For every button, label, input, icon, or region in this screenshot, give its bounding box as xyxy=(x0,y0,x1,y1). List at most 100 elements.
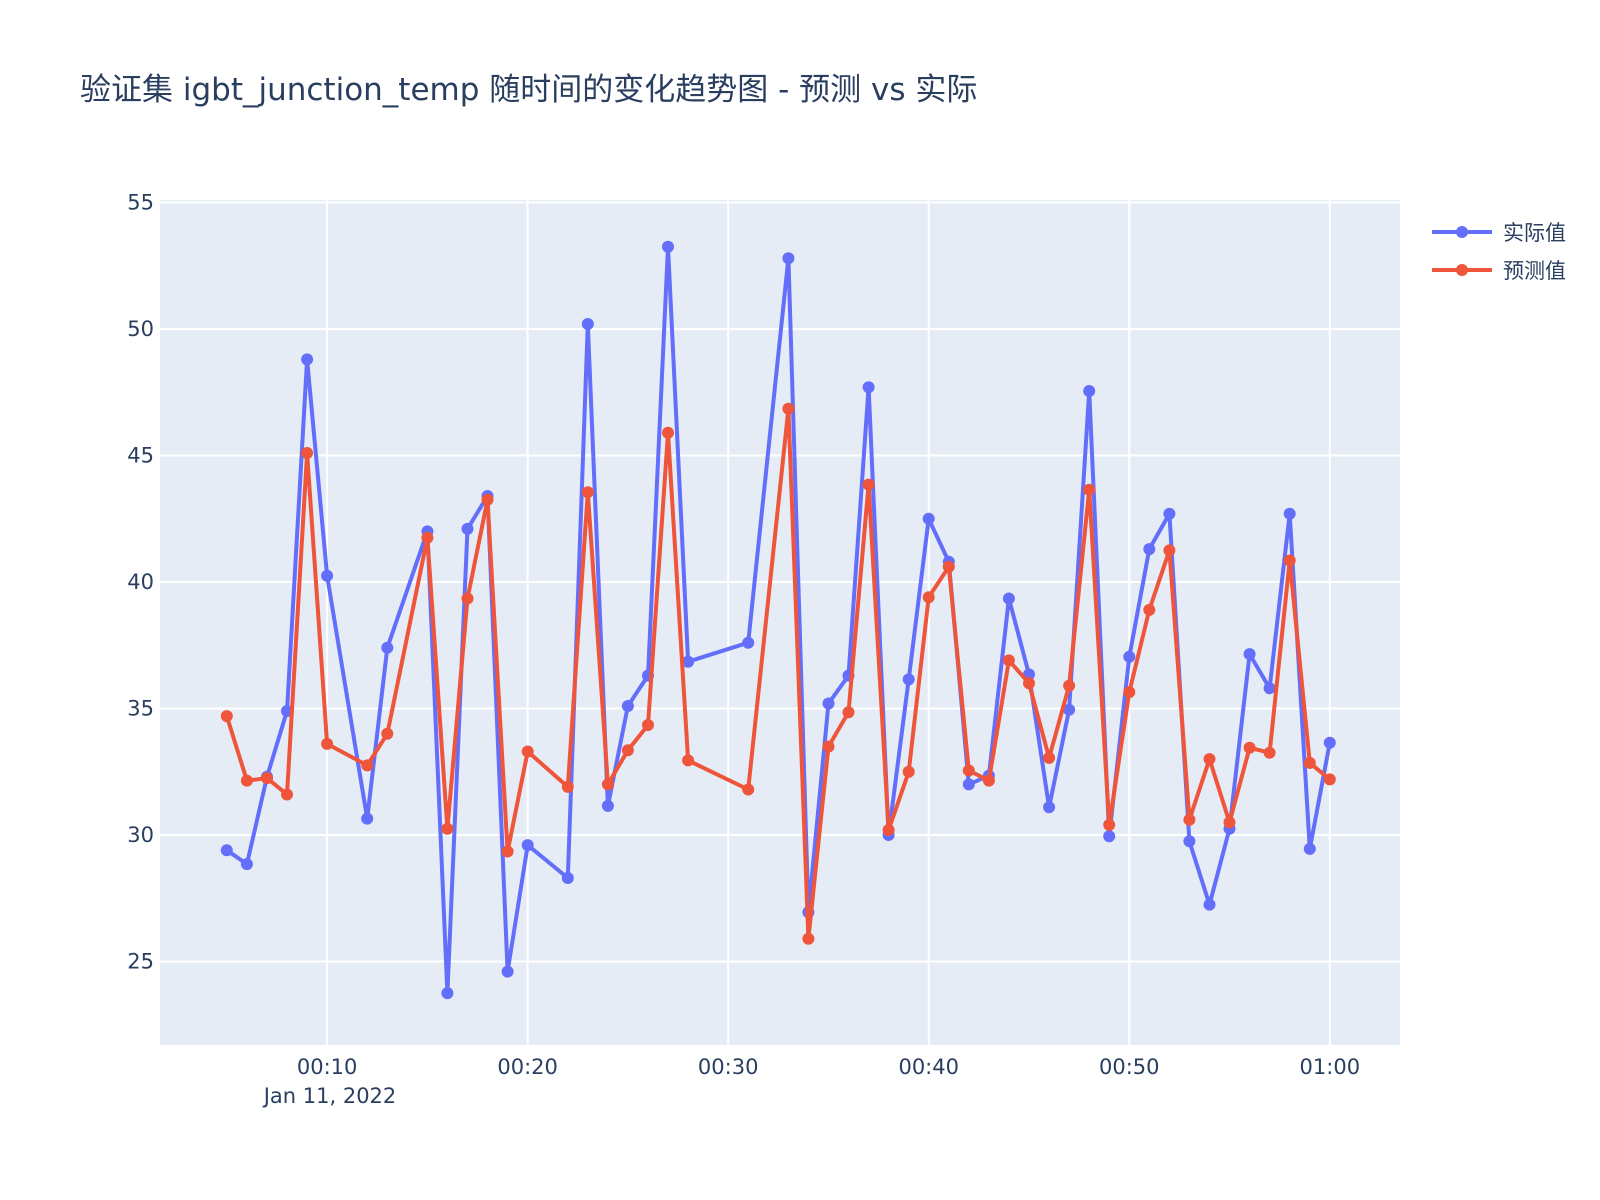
data-point[interactable] xyxy=(1002,654,1015,667)
data-point[interactable] xyxy=(662,426,674,439)
data-point[interactable] xyxy=(862,478,875,491)
data-point[interactable] xyxy=(1303,842,1316,855)
data-point[interactable] xyxy=(521,745,534,758)
data-point[interactable] xyxy=(1323,773,1336,786)
data-point[interactable] xyxy=(461,592,474,605)
data-point[interactable] xyxy=(1103,818,1116,831)
data-point[interactable] xyxy=(782,252,795,265)
legend-label-predicted: 预测值 xyxy=(1503,259,1566,283)
legend-item-predicted[interactable]: 预测值 xyxy=(1432,259,1566,283)
y-tick-label: 40 xyxy=(127,570,154,594)
data-point[interactable] xyxy=(521,839,534,852)
data-point[interactable] xyxy=(361,759,374,772)
data-point[interactable] xyxy=(922,591,935,604)
data-point[interactable] xyxy=(822,697,835,710)
data-point[interactable] xyxy=(561,872,574,884)
data-point[interactable] xyxy=(1043,751,1056,764)
data-point[interactable] xyxy=(902,765,915,778)
data-point[interactable] xyxy=(1183,835,1196,848)
data-point[interactable] xyxy=(441,987,454,1000)
data-point[interactable] xyxy=(301,353,314,366)
data-point[interactable] xyxy=(1243,741,1256,754)
data-point[interactable] xyxy=(240,774,253,787)
data-point[interactable] xyxy=(561,780,574,793)
data-point[interactable] xyxy=(601,799,614,812)
data-point[interactable] xyxy=(662,240,674,253)
data-point[interactable] xyxy=(1123,650,1136,663)
data-point[interactable] xyxy=(261,772,273,785)
data-point[interactable] xyxy=(381,727,394,740)
data-point[interactable] xyxy=(962,778,975,791)
data-point[interactable] xyxy=(862,381,875,394)
y-tick-label: 35 xyxy=(127,697,154,721)
data-point[interactable] xyxy=(1163,544,1176,557)
data-point[interactable] xyxy=(361,812,374,825)
data-point[interactable] xyxy=(1243,648,1256,661)
data-point[interactable] xyxy=(982,774,995,787)
data-point[interactable] xyxy=(1143,543,1156,556)
data-point[interactable] xyxy=(1163,507,1176,520)
y-tick-label: 45 xyxy=(127,444,154,468)
legend: 实际值 预测值 xyxy=(1432,221,1566,283)
data-point[interactable] xyxy=(501,965,514,978)
data-point[interactable] xyxy=(882,824,895,836)
data-point[interactable] xyxy=(1263,682,1276,695)
data-point[interactable] xyxy=(481,493,494,506)
y-tick-label: 30 xyxy=(127,823,154,847)
data-point[interactable] xyxy=(1283,554,1296,567)
data-point[interactable] xyxy=(1183,813,1196,826)
data-point[interactable] xyxy=(1023,677,1035,690)
data-point[interactable] xyxy=(1143,603,1156,616)
data-point[interactable] xyxy=(742,636,755,649)
data-point[interactable] xyxy=(1203,898,1216,911)
data-point[interactable] xyxy=(321,737,334,750)
data-point[interactable] xyxy=(441,822,454,835)
x-tick-label: 01:00 xyxy=(1300,1055,1361,1079)
data-point[interactable] xyxy=(1303,756,1316,769)
data-point[interactable] xyxy=(281,788,293,801)
data-point[interactable] xyxy=(301,447,314,459)
data-point[interactable] xyxy=(922,512,935,525)
data-point[interactable] xyxy=(240,858,253,871)
data-point[interactable] xyxy=(421,531,434,544)
data-point[interactable] xyxy=(581,318,594,330)
data-point[interactable] xyxy=(1263,746,1276,759)
data-point[interactable] xyxy=(220,844,233,857)
data-point[interactable] xyxy=(682,655,695,668)
data-point[interactable] xyxy=(581,486,594,499)
data-point[interactable] xyxy=(942,560,955,573)
data-point[interactable] xyxy=(642,719,654,731)
data-point[interactable] xyxy=(1083,483,1096,496)
data-point[interactable] xyxy=(1103,830,1116,843)
data-point[interactable] xyxy=(461,522,474,535)
legend-item-actual[interactable]: 实际值 xyxy=(1432,221,1566,245)
data-point[interactable] xyxy=(220,710,233,723)
data-point[interactable] xyxy=(321,569,334,582)
data-point[interactable] xyxy=(381,641,394,654)
x-axis-date-label: Jan 11, 2022 xyxy=(262,1084,397,1108)
data-point[interactable] xyxy=(1203,753,1216,766)
data-point[interactable] xyxy=(1223,816,1236,829)
data-point[interactable] xyxy=(1123,686,1136,699)
data-point[interactable] xyxy=(902,673,915,686)
data-point[interactable] xyxy=(621,744,634,757)
data-point[interactable] xyxy=(842,706,855,719)
data-point[interactable] xyxy=(1283,507,1296,520)
data-point[interactable] xyxy=(1002,592,1015,605)
data-point[interactable] xyxy=(782,402,795,415)
data-point[interactable] xyxy=(1063,679,1076,692)
data-point[interactable] xyxy=(802,932,815,945)
data-point[interactable] xyxy=(962,764,975,777)
data-point[interactable] xyxy=(1083,385,1096,397)
legend-label-actual: 实际值 xyxy=(1503,221,1566,245)
data-point[interactable] xyxy=(1043,801,1056,814)
data-point[interactable] xyxy=(601,778,614,791)
data-point[interactable] xyxy=(621,700,634,712)
data-point[interactable] xyxy=(682,754,695,767)
y-tick-label: 25 xyxy=(127,950,154,974)
data-point[interactable] xyxy=(1063,703,1076,716)
data-point[interactable] xyxy=(501,845,514,858)
data-point[interactable] xyxy=(822,740,835,753)
data-point[interactable] xyxy=(742,783,755,796)
data-point[interactable] xyxy=(1323,736,1336,749)
